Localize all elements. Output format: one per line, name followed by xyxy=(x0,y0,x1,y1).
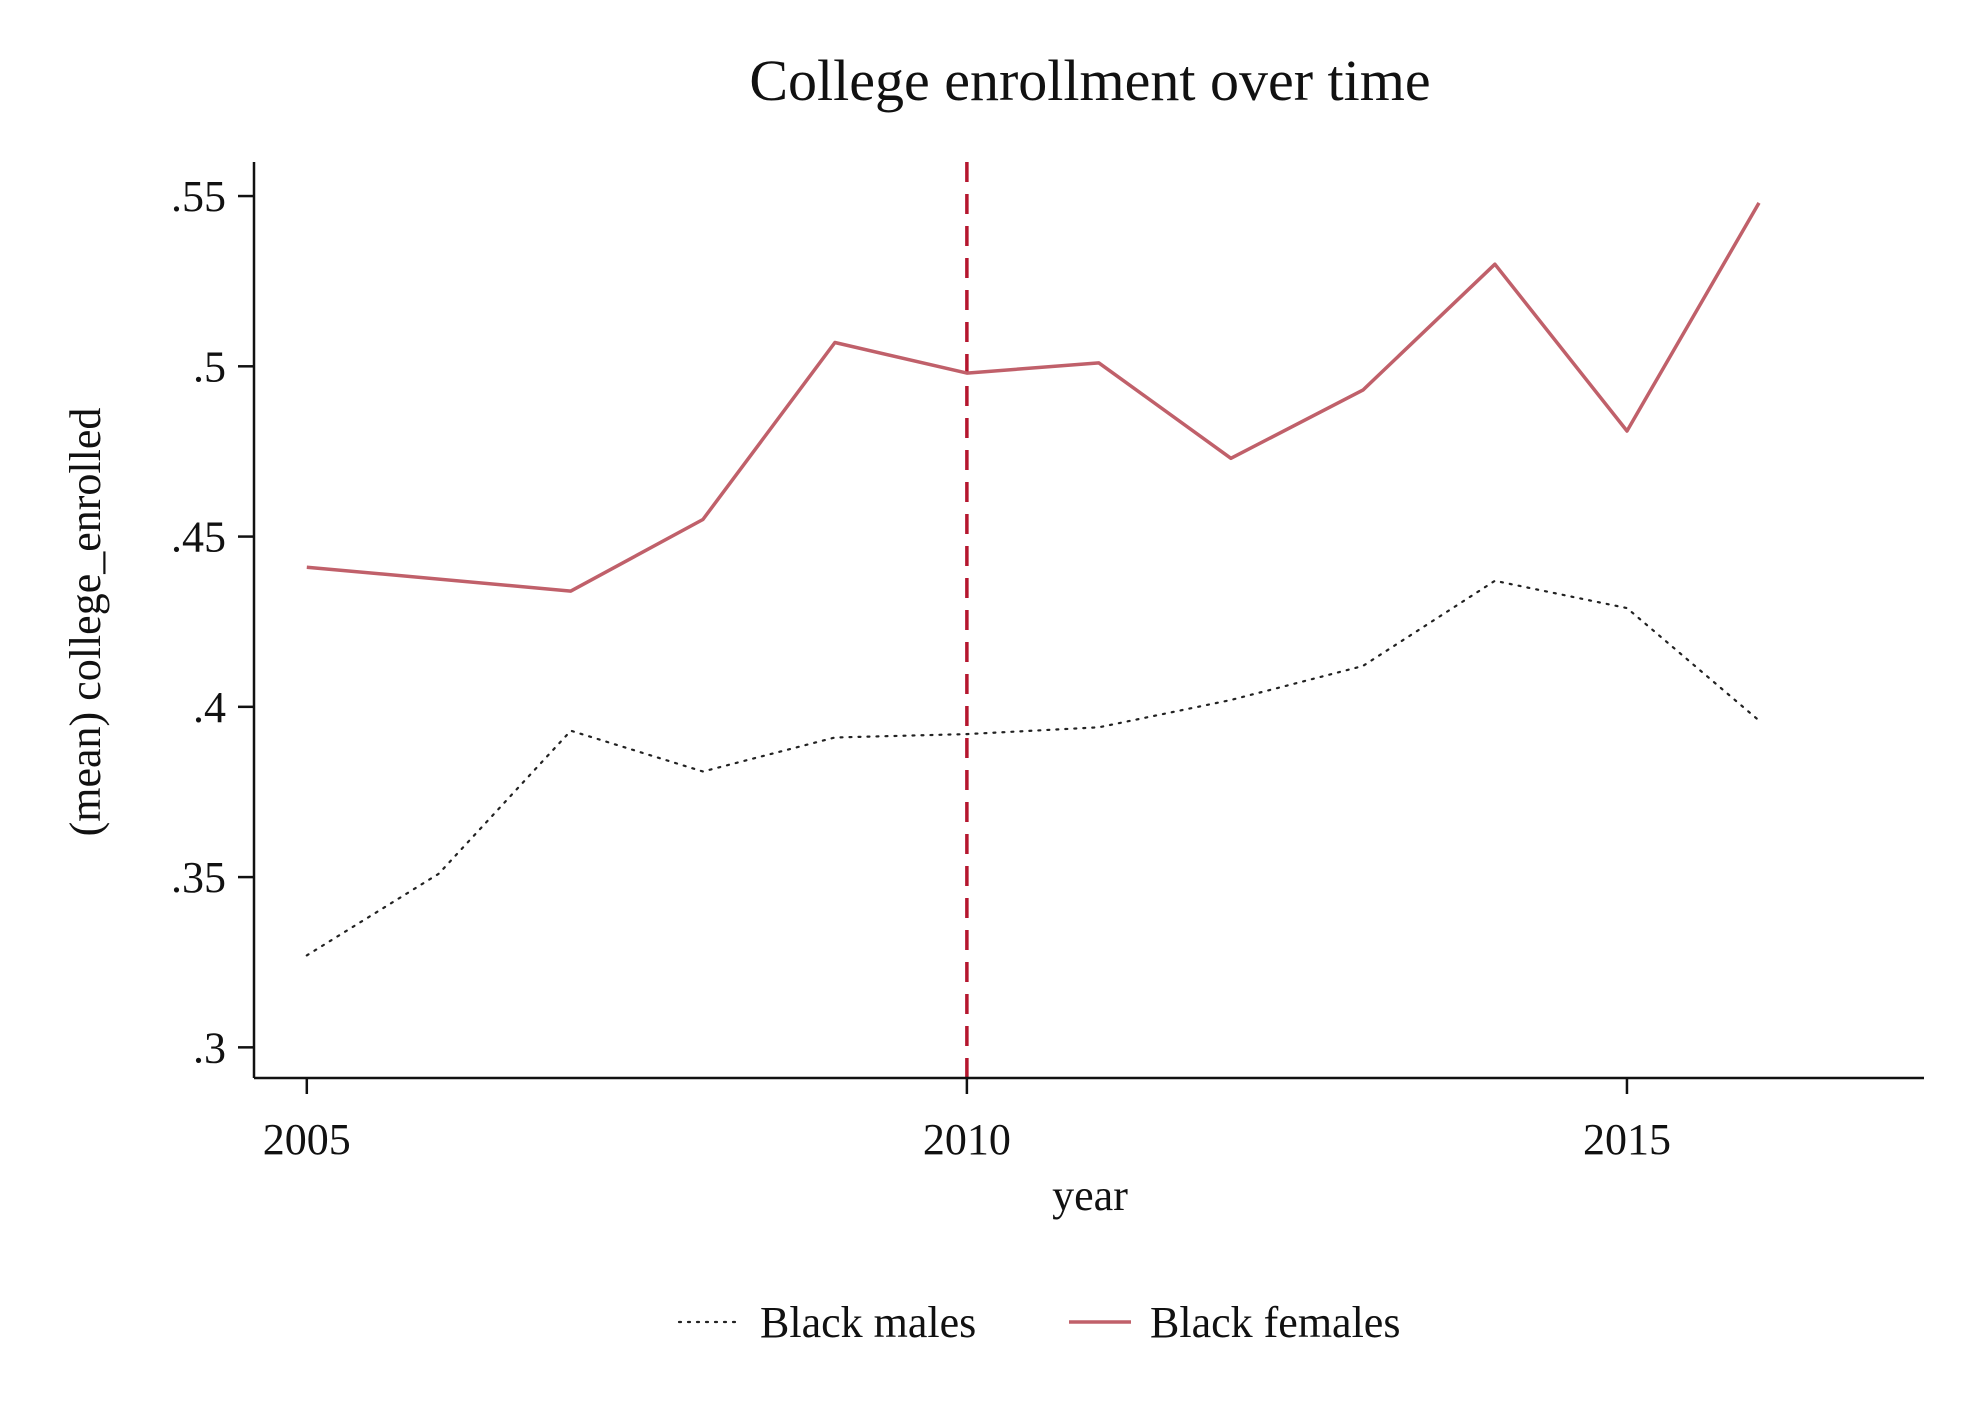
y-tick-label: .4 xyxy=(193,683,226,732)
series-layer xyxy=(305,202,1761,957)
y-tick-label: .55 xyxy=(171,172,226,221)
x-tick-label: 2015 xyxy=(1583,1115,1671,1164)
y-tick-label: .45 xyxy=(171,513,226,562)
plot-area: .3 .35 .4 .45 .5 .55 2005 2010 2015 xyxy=(171,162,1924,1164)
x-tick-label: 2005 xyxy=(263,1115,351,1164)
x-axis-label: year xyxy=(1052,1171,1128,1220)
chart-title: College enrollment over time xyxy=(749,48,1430,113)
x-axis-ticks: 2005 2010 2015 xyxy=(263,1078,1671,1164)
series-line-black-males xyxy=(305,579,1761,957)
y-axis-label: (mean) college_enrolled xyxy=(61,408,110,837)
y-tick-label: .35 xyxy=(171,853,226,902)
series-line-black-females xyxy=(306,202,1761,593)
y-tick-label: .5 xyxy=(193,342,226,391)
x-tick-label: 2010 xyxy=(923,1115,1011,1164)
y-tick-label: .3 xyxy=(193,1023,226,1072)
legend-label-black-males: Black males xyxy=(760,1298,976,1347)
y-axis-ticks: .3 .35 .4 .45 .5 .55 xyxy=(171,172,254,1072)
legend-label-black-females: Black females xyxy=(1150,1298,1400,1347)
legend: Black males Black females xyxy=(677,1298,1400,1347)
